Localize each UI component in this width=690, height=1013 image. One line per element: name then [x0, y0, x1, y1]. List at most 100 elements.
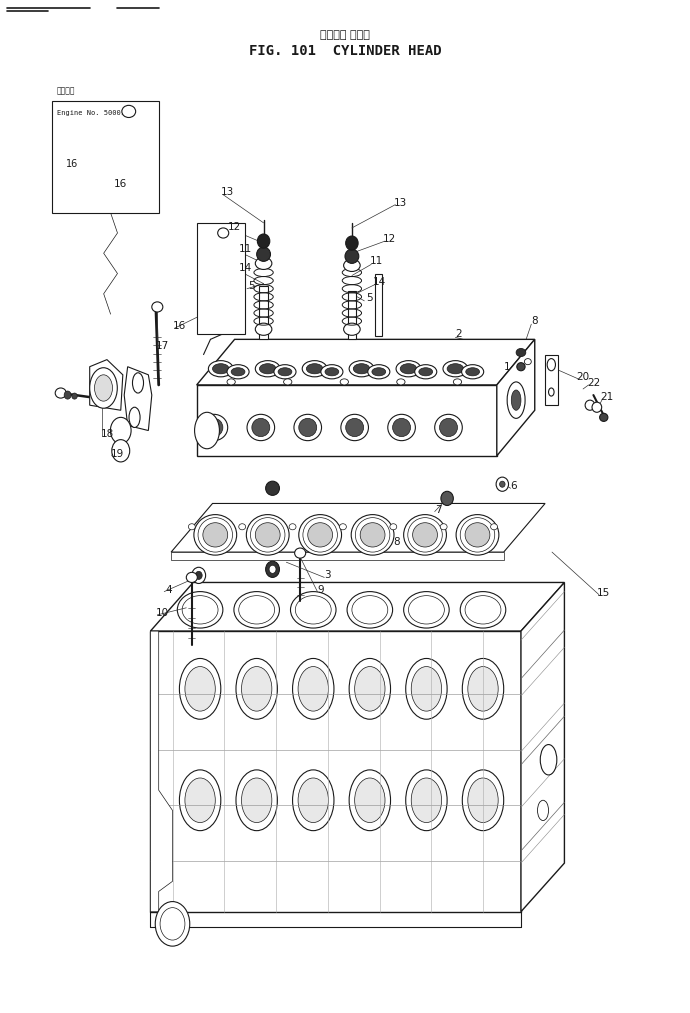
Ellipse shape [396, 361, 421, 377]
Text: 5: 5 [366, 293, 373, 303]
Ellipse shape [346, 418, 364, 437]
Ellipse shape [547, 359, 555, 371]
Ellipse shape [299, 515, 342, 555]
Ellipse shape [441, 491, 453, 505]
Ellipse shape [351, 515, 394, 555]
Ellipse shape [500, 481, 505, 487]
Ellipse shape [246, 515, 289, 555]
Ellipse shape [355, 518, 390, 552]
Ellipse shape [440, 418, 457, 437]
Ellipse shape [465, 596, 501, 624]
Ellipse shape [419, 368, 433, 376]
Ellipse shape [239, 524, 246, 530]
Ellipse shape [160, 908, 185, 940]
Ellipse shape [585, 400, 595, 410]
Text: 1: 1 [504, 362, 511, 372]
Ellipse shape [447, 364, 464, 374]
Ellipse shape [255, 323, 272, 335]
Ellipse shape [308, 523, 333, 547]
Text: FIG. 101  CYLINDER HEAD: FIG. 101 CYLINDER HEAD [248, 44, 442, 58]
Ellipse shape [349, 658, 391, 719]
Ellipse shape [203, 523, 228, 547]
Ellipse shape [368, 365, 390, 379]
Ellipse shape [213, 364, 229, 374]
Ellipse shape [152, 302, 163, 312]
Ellipse shape [340, 379, 348, 385]
Ellipse shape [294, 414, 322, 441]
Ellipse shape [182, 596, 218, 624]
Ellipse shape [129, 407, 140, 427]
Polygon shape [124, 367, 152, 431]
Ellipse shape [72, 393, 77, 399]
Text: 11: 11 [238, 244, 252, 254]
Text: 16: 16 [66, 159, 78, 169]
Ellipse shape [110, 417, 131, 444]
Bar [197, 223, 245, 334]
Ellipse shape [239, 596, 275, 624]
Text: 14: 14 [373, 277, 386, 287]
Ellipse shape [406, 658, 447, 719]
Polygon shape [497, 339, 535, 456]
Polygon shape [545, 355, 558, 405]
Ellipse shape [538, 800, 549, 821]
Ellipse shape [397, 379, 405, 385]
Ellipse shape [460, 518, 495, 552]
Ellipse shape [456, 515, 499, 555]
Ellipse shape [179, 770, 221, 831]
Bar [348, 291, 356, 339]
Text: 20: 20 [576, 372, 590, 382]
Ellipse shape [90, 368, 117, 408]
Bar [259, 286, 268, 339]
Ellipse shape [295, 596, 331, 624]
Polygon shape [150, 631, 172, 912]
Ellipse shape [465, 523, 490, 547]
Ellipse shape [299, 418, 317, 437]
Ellipse shape [278, 368, 292, 376]
Text: 11: 11 [369, 256, 383, 266]
Ellipse shape [200, 414, 228, 441]
Polygon shape [197, 339, 535, 385]
Ellipse shape [347, 592, 393, 628]
Ellipse shape [390, 524, 397, 530]
Ellipse shape [269, 565, 276, 573]
Ellipse shape [186, 572, 197, 582]
Ellipse shape [355, 778, 385, 823]
Ellipse shape [177, 592, 223, 628]
Ellipse shape [325, 368, 339, 376]
Ellipse shape [345, 249, 359, 263]
Ellipse shape [443, 361, 468, 377]
Ellipse shape [236, 770, 277, 831]
Text: Engine No. 50001~: Engine No. 50001~ [57, 110, 129, 116]
Ellipse shape [406, 770, 447, 831]
Ellipse shape [411, 667, 442, 711]
Text: 10: 10 [155, 608, 169, 618]
Ellipse shape [415, 365, 437, 379]
Text: 21: 21 [600, 392, 614, 402]
Ellipse shape [132, 373, 144, 393]
Ellipse shape [507, 382, 525, 418]
Ellipse shape [353, 364, 370, 374]
Text: 22: 22 [586, 378, 600, 388]
Ellipse shape [306, 364, 323, 374]
Ellipse shape [372, 368, 386, 376]
Text: 13: 13 [221, 187, 235, 198]
Bar [52, 101, 159, 213]
Ellipse shape [257, 247, 270, 261]
Ellipse shape [511, 390, 521, 410]
Polygon shape [171, 552, 504, 560]
Ellipse shape [95, 375, 112, 401]
Text: 2: 2 [455, 329, 462, 339]
Ellipse shape [188, 524, 195, 530]
Ellipse shape [349, 361, 374, 377]
Ellipse shape [179, 658, 221, 719]
Ellipse shape [290, 592, 336, 628]
Ellipse shape [468, 667, 498, 711]
Ellipse shape [408, 518, 442, 552]
Ellipse shape [349, 770, 391, 831]
Ellipse shape [355, 667, 385, 711]
Ellipse shape [247, 414, 275, 441]
Text: 8: 8 [393, 537, 400, 547]
Ellipse shape [339, 524, 346, 530]
Ellipse shape [540, 745, 557, 775]
Ellipse shape [293, 770, 334, 831]
